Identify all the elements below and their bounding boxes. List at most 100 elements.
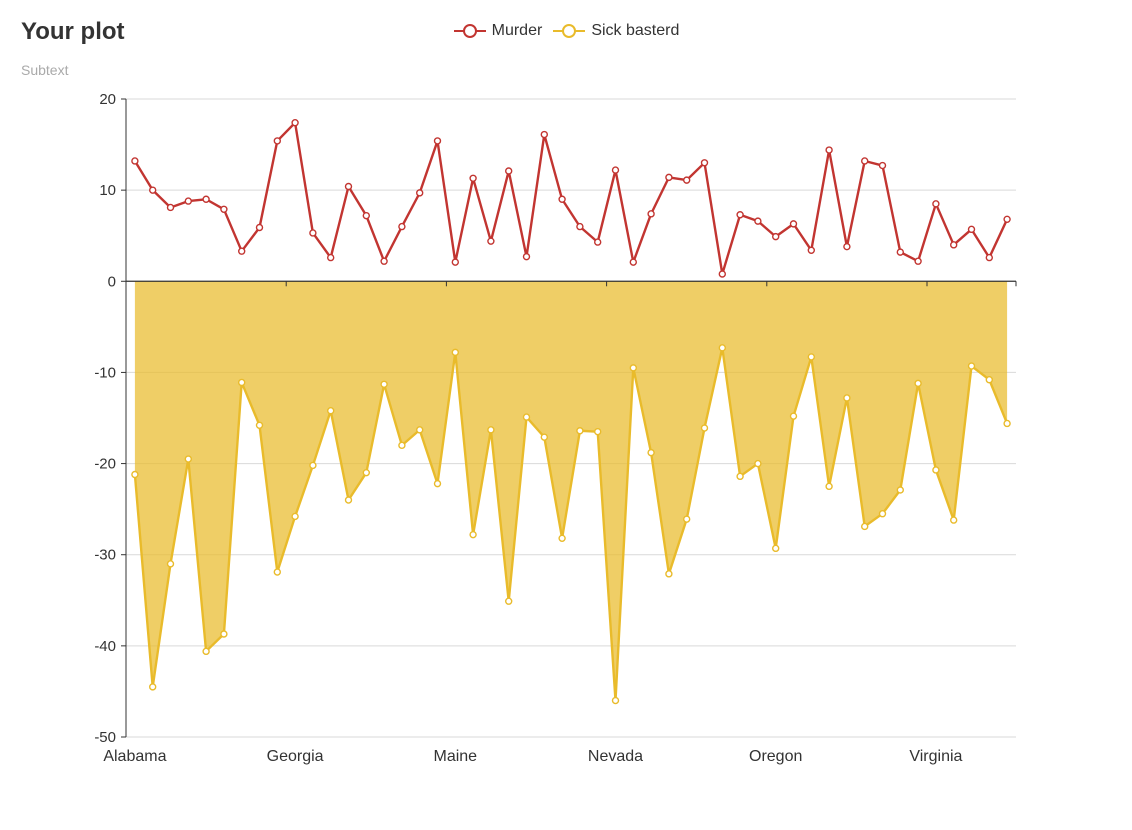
data-point-sick-basterd bbox=[398, 441, 406, 450]
data-point-murder bbox=[505, 167, 513, 175]
data-point-murder bbox=[629, 258, 637, 266]
data-point-sick-basterd bbox=[522, 413, 531, 421]
y-tick-label: 0 bbox=[108, 273, 116, 290]
data-point-sick-basterd bbox=[878, 510, 887, 518]
y-tick-label: -50 bbox=[94, 729, 116, 746]
data-point-sick-basterd bbox=[843, 394, 851, 402]
data-point-murder bbox=[861, 157, 869, 165]
data-point-sick-basterd bbox=[558, 534, 566, 543]
data-point-murder bbox=[362, 211, 370, 220]
data-point-murder bbox=[718, 270, 726, 278]
data-point-sick-basterd bbox=[736, 472, 744, 481]
data-point-murder bbox=[611, 166, 620, 174]
data-point-sick-basterd bbox=[344, 496, 353, 504]
data-point-sick-basterd bbox=[184, 455, 193, 463]
data-point-murder bbox=[754, 217, 762, 225]
data-point-murder bbox=[1003, 215, 1011, 224]
data-point-murder bbox=[416, 189, 424, 197]
data-point-sick-basterd bbox=[611, 696, 620, 705]
data-point-sick-basterd bbox=[665, 570, 673, 578]
data-point-murder bbox=[558, 195, 566, 203]
data-point-sick-basterd bbox=[416, 426, 424, 434]
data-point-sick-basterd bbox=[967, 362, 976, 370]
data-point-murder bbox=[789, 220, 798, 228]
data-point-sick-basterd bbox=[202, 647, 210, 656]
data-point-sick-basterd bbox=[629, 364, 637, 372]
x-tick-label: Oregon bbox=[749, 748, 802, 765]
data-point-murder bbox=[736, 211, 744, 219]
legend-label-murder: Murder bbox=[491, 22, 543, 39]
data-point-sick-basterd bbox=[487, 426, 495, 434]
data-point-murder bbox=[914, 257, 922, 265]
data-point-murder bbox=[985, 253, 993, 262]
chart-title: Your plot bbox=[21, 18, 125, 45]
x-tick-label: Georgia bbox=[267, 748, 324, 765]
data-point-sick-basterd bbox=[166, 560, 175, 568]
data-point-murder bbox=[772, 232, 780, 241]
data-point-sick-basterd bbox=[647, 448, 655, 457]
data-point-murder bbox=[255, 223, 264, 232]
data-point-sick-basterd bbox=[985, 376, 993, 384]
data-point-sick-basterd bbox=[772, 544, 780, 553]
y-tick-label: 20 bbox=[99, 91, 116, 108]
legend-swatch-sick-basterd-icon bbox=[553, 24, 586, 38]
data-point-sick-basterd bbox=[255, 421, 264, 429]
data-point-sick-basterd bbox=[896, 486, 904, 494]
y-tick-label: 10 bbox=[99, 182, 116, 199]
legend-item-sick-basterd[interactable]: Sick basterd bbox=[552, 22, 679, 40]
data-point-sick-basterd bbox=[718, 344, 726, 352]
data-point-murder bbox=[700, 159, 709, 167]
y-tick-label: -40 bbox=[94, 638, 116, 655]
data-point-murder bbox=[540, 130, 548, 139]
data-point-murder bbox=[487, 237, 495, 245]
series-line-murder bbox=[133, 121, 1009, 276]
data-point-murder bbox=[237, 247, 246, 255]
data-point-murder bbox=[220, 205, 228, 213]
data-point-murder bbox=[148, 186, 157, 194]
data-point-murder bbox=[665, 173, 673, 182]
data-point-murder bbox=[825, 146, 833, 154]
data-point-murder bbox=[184, 197, 193, 205]
x-tick-label: Maine bbox=[434, 748, 478, 765]
data-point-sick-basterd bbox=[540, 433, 548, 441]
y-tick-label: -10 bbox=[94, 364, 116, 381]
data-point-sick-basterd bbox=[789, 412, 798, 420]
data-point-murder bbox=[950, 241, 958, 249]
area-sick-basterd bbox=[134, 281, 1008, 701]
data-point-sick-basterd bbox=[950, 516, 958, 524]
x-tick-label: Alabama bbox=[103, 748, 166, 765]
data-point-murder bbox=[896, 248, 904, 256]
legend-swatch-murder-icon bbox=[453, 24, 486, 38]
data-point-sick-basterd bbox=[291, 512, 299, 521]
data-point-sick-basterd bbox=[754, 459, 762, 468]
data-point-murder bbox=[131, 157, 139, 165]
x-tick-label: Nevada bbox=[588, 748, 643, 765]
data-point-sick-basterd bbox=[914, 379, 922, 388]
data-point-murder bbox=[291, 118, 299, 127]
data-point-sick-basterd bbox=[505, 597, 513, 605]
legend-label-sick-basterd: Sick basterd bbox=[591, 22, 680, 39]
data-point-sick-basterd bbox=[861, 522, 869, 531]
data-point-murder bbox=[647, 210, 655, 218]
data-point-murder bbox=[843, 242, 851, 251]
y-tick-label: -20 bbox=[94, 456, 116, 473]
data-point-sick-basterd bbox=[237, 378, 246, 387]
data-point-sick-basterd bbox=[1003, 419, 1011, 428]
data-point-sick-basterd bbox=[451, 348, 459, 357]
data-point-murder bbox=[807, 246, 815, 254]
data-point-murder bbox=[433, 137, 442, 145]
data-point-murder bbox=[380, 257, 388, 265]
data-point-sick-basterd bbox=[576, 427, 584, 435]
legend-item-murder[interactable]: Murder bbox=[453, 22, 543, 40]
legend: Murder Sick basterd bbox=[0, 22, 1132, 40]
data-point-murder bbox=[932, 200, 940, 208]
data-point-murder bbox=[166, 203, 175, 212]
data-point-murder bbox=[469, 174, 477, 182]
data-point-murder bbox=[967, 225, 976, 234]
data-point-sick-basterd bbox=[362, 468, 370, 477]
data-point-murder bbox=[594, 238, 602, 246]
data-point-sick-basterd bbox=[327, 407, 335, 415]
data-point-sick-basterd bbox=[683, 515, 691, 523]
data-point-murder bbox=[273, 137, 281, 145]
